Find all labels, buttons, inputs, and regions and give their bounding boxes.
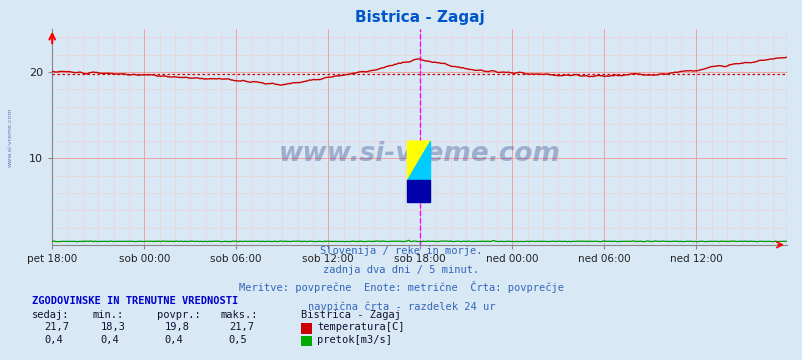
Text: 21,7: 21,7 [44, 322, 69, 332]
Text: 0,4: 0,4 [44, 335, 63, 345]
Text: 21,7: 21,7 [229, 322, 253, 332]
Text: www.si-vreme.com: www.si-vreme.com [8, 107, 13, 167]
Text: 18,3: 18,3 [100, 322, 125, 332]
Text: Bistrica - Zagaj: Bistrica - Zagaj [301, 310, 401, 320]
Text: 0,5: 0,5 [229, 335, 247, 345]
Text: Meritve: povprečne  Enote: metrične  Črta: povprečje: Meritve: povprečne Enote: metrične Črta:… [239, 281, 563, 293]
Text: zadnja dva dni / 5 minut.: zadnja dva dni / 5 minut. [323, 265, 479, 275]
Text: www.si-vreme.com: www.si-vreme.com [278, 141, 560, 167]
Text: pretok[m3/s]: pretok[m3/s] [317, 335, 391, 345]
Polygon shape [407, 141, 430, 180]
Polygon shape [407, 141, 430, 180]
Text: 19,8: 19,8 [164, 322, 189, 332]
Text: sedaj:: sedaj: [32, 310, 70, 320]
Text: 0,4: 0,4 [100, 335, 119, 345]
Text: min.:: min.: [92, 310, 124, 320]
Text: 0,4: 0,4 [164, 335, 183, 345]
Text: temperatura[C]: temperatura[C] [317, 322, 404, 332]
Title: Bistrica - Zagaj: Bistrica - Zagaj [354, 10, 484, 25]
Text: maks.:: maks.: [221, 310, 258, 320]
Text: povpr.:: povpr.: [156, 310, 200, 320]
Text: navpična črta - razdelek 24 ur: navpična črta - razdelek 24 ur [307, 301, 495, 312]
Text: Slovenija / reke in morje.: Slovenija / reke in morje. [320, 246, 482, 256]
Text: ZGODOVINSKE IN TRENUTNE VREDNOSTI: ZGODOVINSKE IN TRENUTNE VREDNOSTI [32, 296, 238, 306]
Bar [407, 180, 430, 202]
